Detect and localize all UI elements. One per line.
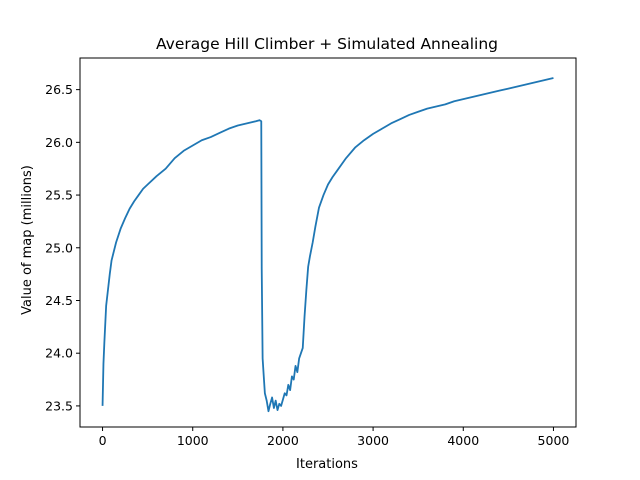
x-axis: 0 1000 2000 3000 4000 5000 [99,427,570,448]
x-tick-label: 2000 [267,433,299,448]
x-tick-label: 1000 [177,433,209,448]
y-axis-label: Value of map (millions) [20,165,35,315]
y-tick-label: 25.5 [45,188,73,203]
series-line-0 [101,77,554,413]
y-tick-label: 25.0 [45,240,73,255]
y-tick-label: 26.0 [45,135,73,150]
plot-frame [79,57,577,428]
x-tick-label: 4000 [447,433,479,448]
y-tick-label: 24.5 [45,293,73,308]
y-tick-label: 26.5 [45,82,73,97]
x-tick-label: 3000 [357,433,389,448]
x-tick-label: 5000 [538,433,570,448]
chart-title: Average Hill Climber + Simulated Anneali… [156,35,498,53]
y-axis: 23.5 24.0 24.5 25.0 25.5 26.0 26.5 [45,82,80,413]
plot-area [101,77,554,413]
x-axis-label: Iterations [296,457,358,472]
x-tick-label: 0 [99,433,107,448]
y-tick-label: 23.5 [45,398,73,413]
y-tick-label: 24.0 [45,346,73,361]
